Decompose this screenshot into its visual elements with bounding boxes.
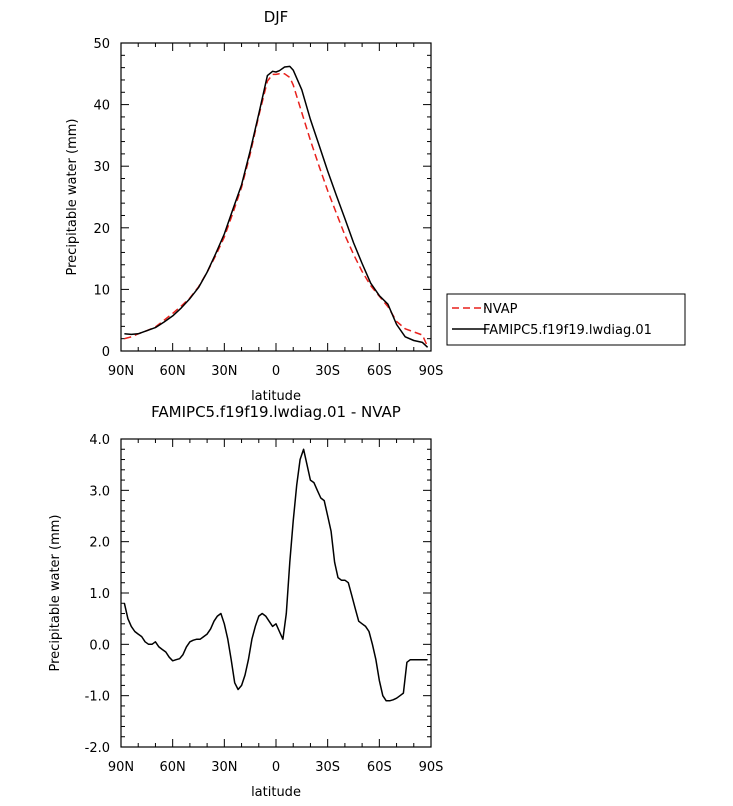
bottom-x-tick-label: 30N (211, 760, 237, 775)
top-y-tick-label: 0 (102, 345, 110, 360)
legend-box (446, 293, 686, 346)
top-x-tick-label: 30S (315, 364, 340, 379)
bottom-y-tick-label: -2.0 (85, 741, 110, 756)
bottom-panel: FAMIPC5.f19f19.lwdiag.01 - NVAP 90N 60N 30… (48, 403, 443, 800)
top-x-tick-label: 90N (108, 364, 134, 379)
top-y-tick-label: 10 (93, 283, 110, 298)
bottom-y-tick-label: 0.0 (89, 638, 110, 653)
top-chart-title: DJF (264, 8, 289, 26)
top-y-tick-label: 20 (93, 222, 110, 237)
top-series-line-model (124, 65, 429, 348)
top-x-tick-label: 30N (211, 364, 237, 379)
bottom-y-tick-label: 1.0 (89, 587, 110, 602)
bottom-plot-frame (120, 438, 432, 748)
bottom-y-tick-label: 4.0 (89, 433, 110, 448)
top-legend: NVAP FAMIPC5.f19f19.lwdiag.01 (446, 293, 686, 346)
bottom-x-tick-label: 0 (272, 760, 280, 775)
top-y-tick-label: 50 (93, 37, 110, 52)
top-y-tick-label: 40 (93, 99, 110, 114)
bottom-tick-labels: 90N 60N 30N 0 30S 60S 90S -2.0 -1.0 0.0 1.0 2.0 3.0 4… (85, 433, 444, 775)
bottom-x-tick-label: 60N (160, 760, 186, 775)
bottom-ticks (120, 438, 432, 748)
top-y-tick-label: 30 (93, 160, 110, 175)
bottom-y-tick-label: -1.0 (85, 690, 110, 705)
top-y-axis-label: Precipitable water (mm) (65, 119, 80, 276)
bottom-y-axis-label: Precipitable water (mm) (48, 515, 63, 672)
legend-label-model: FAMIPC5.f19f19.lwdiag.01 (483, 323, 652, 338)
bottom-series-line-difference (123, 448, 428, 702)
top-x-tick-label: 0 (272, 364, 280, 379)
top-x-tick-label: 60S (367, 364, 392, 379)
top-tick-labels: 90N 60N 30N 0 30S 60S 90S 0 10 20 30 40 50 (93, 37, 443, 379)
top-series-line-nvap (124, 73, 429, 348)
top-x-axis-label: latitude (251, 389, 301, 404)
legend-label-nvap: NVAP (483, 302, 518, 317)
top-series-lines (124, 65, 429, 348)
bottom-series-lines (123, 448, 428, 702)
top-plot-frame (120, 42, 432, 352)
bottom-x-tick-label: 90N (108, 760, 134, 775)
bottom-y-tick-label: 3.0 (89, 484, 110, 499)
top-x-tick-label: 60N (160, 364, 186, 379)
bottom-x-tick-label: 30S (315, 760, 340, 775)
top-panel: DJF 90N 60N 30N 0 30S 60S 90S 0 10 20 30 40 50 latit… (65, 8, 686, 404)
bottom-y-tick-label: 2.0 (89, 536, 110, 551)
bottom-x-axis-label: latitude (251, 785, 301, 800)
top-ticks (120, 42, 432, 352)
top-x-tick-label: 90S (419, 364, 444, 379)
bottom-x-tick-label: 60S (367, 760, 392, 775)
bottom-chart-title: FAMIPC5.f19f19.lwdiag.01 - NVAP (151, 403, 401, 421)
bottom-x-tick-label: 90S (419, 760, 444, 775)
